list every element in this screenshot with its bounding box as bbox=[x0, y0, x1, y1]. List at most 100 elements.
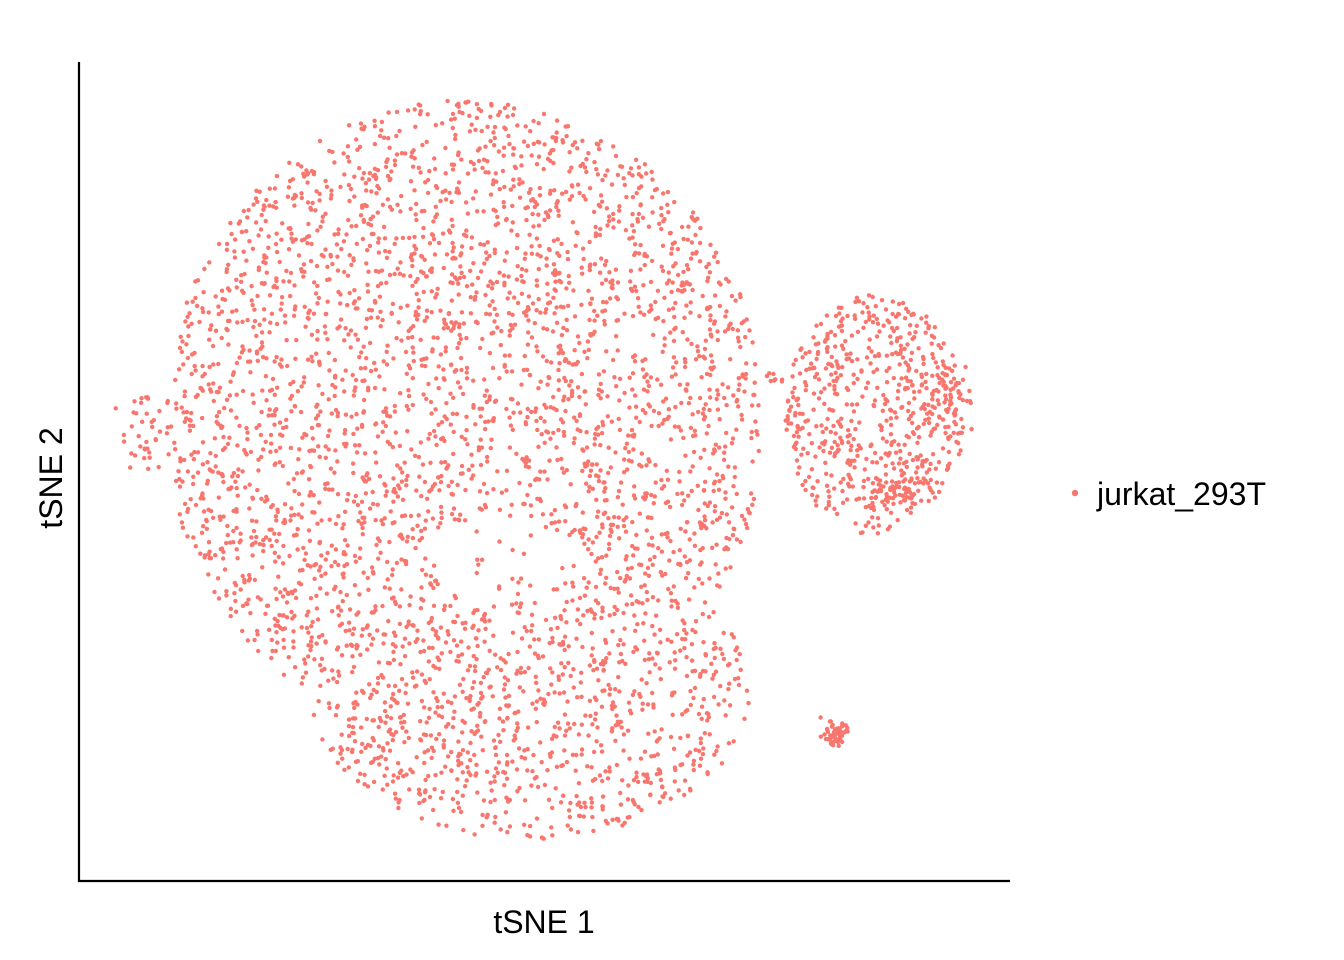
scatter-point bbox=[704, 526, 709, 531]
scatter-point bbox=[471, 653, 476, 659]
scatter-point bbox=[785, 399, 791, 404]
scatter-point bbox=[910, 420, 915, 426]
scatter-point bbox=[800, 355, 805, 360]
scatter-point bbox=[738, 539, 743, 545]
scatter-point bbox=[906, 495, 912, 500]
scatter-point bbox=[658, 382, 664, 387]
scatter-point bbox=[825, 331, 830, 337]
scatter-point bbox=[464, 370, 469, 375]
scatter-point bbox=[418, 337, 423, 342]
scatter-point bbox=[393, 633, 398, 638]
scatter-point bbox=[323, 486, 328, 491]
scatter-point bbox=[810, 366, 815, 371]
scatter-point bbox=[282, 587, 288, 592]
scatter-point bbox=[415, 523, 420, 528]
scatter-point bbox=[567, 532, 572, 538]
scatter-point bbox=[534, 719, 539, 725]
scatter-point bbox=[564, 468, 569, 473]
scatter-point bbox=[696, 409, 701, 415]
scatter-point bbox=[538, 498, 543, 504]
scatter-point bbox=[640, 215, 646, 220]
scatter-point bbox=[219, 309, 225, 314]
scatter-point bbox=[240, 628, 245, 634]
scatter-point bbox=[469, 245, 474, 251]
scatter-point bbox=[449, 272, 455, 277]
scatter-point bbox=[149, 419, 154, 425]
scatter-point bbox=[492, 124, 498, 130]
scatter-point bbox=[329, 192, 334, 198]
scatter-point bbox=[649, 258, 655, 264]
scatter-point bbox=[377, 474, 383, 479]
scatter-point bbox=[213, 464, 218, 469]
scatter-point bbox=[508, 513, 513, 518]
scatter-point bbox=[523, 422, 529, 427]
scatter-point bbox=[525, 768, 530, 773]
scatter-point bbox=[422, 318, 427, 324]
scatter-point bbox=[261, 259, 266, 265]
scatter-point bbox=[247, 576, 253, 581]
scatter-point bbox=[272, 531, 277, 536]
scatter-point bbox=[638, 242, 643, 248]
scatter-point bbox=[553, 279, 558, 284]
scatter-point bbox=[239, 273, 244, 278]
scatter-point bbox=[467, 129, 473, 134]
scatter-point bbox=[211, 381, 216, 386]
scatter-point bbox=[725, 385, 731, 390]
scatter-point bbox=[707, 466, 712, 471]
scatter-point bbox=[943, 397, 949, 402]
scatter-point bbox=[870, 500, 875, 506]
scatter-point bbox=[598, 381, 603, 387]
scatter-point bbox=[425, 112, 430, 117]
scatter-point bbox=[400, 470, 405, 475]
scatter-point bbox=[379, 518, 384, 523]
scatter-point bbox=[548, 666, 553, 671]
scatter-point bbox=[829, 354, 834, 360]
scatter-point bbox=[688, 310, 693, 315]
scatter-point bbox=[874, 367, 880, 372]
scatter-point bbox=[206, 310, 211, 315]
scatter-point bbox=[881, 323, 886, 328]
scatter-point bbox=[573, 243, 578, 248]
scatter-point bbox=[400, 644, 405, 649]
scatter-point bbox=[563, 189, 569, 195]
scatter-point bbox=[388, 509, 393, 514]
scatter-point bbox=[636, 779, 641, 785]
scatter-point bbox=[517, 785, 522, 791]
scatter-point bbox=[729, 505, 735, 510]
scatter-point bbox=[643, 611, 648, 616]
scatter-point bbox=[950, 386, 956, 391]
scatter-point bbox=[884, 380, 890, 385]
scatter-point bbox=[566, 397, 571, 402]
scatter-point bbox=[335, 410, 341, 416]
scatter-point bbox=[424, 315, 430, 320]
scatter-point bbox=[814, 424, 819, 429]
scatter-point bbox=[344, 232, 349, 237]
scatter-point bbox=[531, 118, 536, 124]
scatter-point bbox=[940, 377, 945, 382]
scatter-point bbox=[562, 647, 567, 653]
scatter-point bbox=[431, 335, 436, 340]
scatter-point bbox=[485, 240, 490, 245]
scatter-point bbox=[888, 416, 894, 421]
scatter-point bbox=[438, 352, 444, 357]
scatter-point bbox=[395, 494, 401, 499]
scatter-point bbox=[340, 526, 345, 531]
scatter-point bbox=[208, 468, 213, 473]
scatter-point bbox=[185, 355, 191, 361]
scatter-point bbox=[874, 316, 879, 322]
scatter-point bbox=[831, 378, 836, 384]
scatter-point bbox=[708, 395, 713, 400]
scatter-point bbox=[272, 462, 277, 467]
scatter-point bbox=[365, 248, 370, 253]
scatter-point bbox=[497, 716, 502, 721]
scatter-point bbox=[941, 341, 946, 346]
scatter-point bbox=[924, 457, 929, 463]
scatter-point bbox=[632, 802, 637, 807]
scatter-point bbox=[596, 678, 601, 683]
scatter-point bbox=[452, 694, 458, 699]
scatter-point bbox=[713, 442, 718, 447]
scatter-point bbox=[682, 315, 687, 320]
scatter-point bbox=[206, 552, 211, 557]
scatter-point bbox=[305, 241, 310, 246]
scatter-point bbox=[375, 315, 380, 320]
